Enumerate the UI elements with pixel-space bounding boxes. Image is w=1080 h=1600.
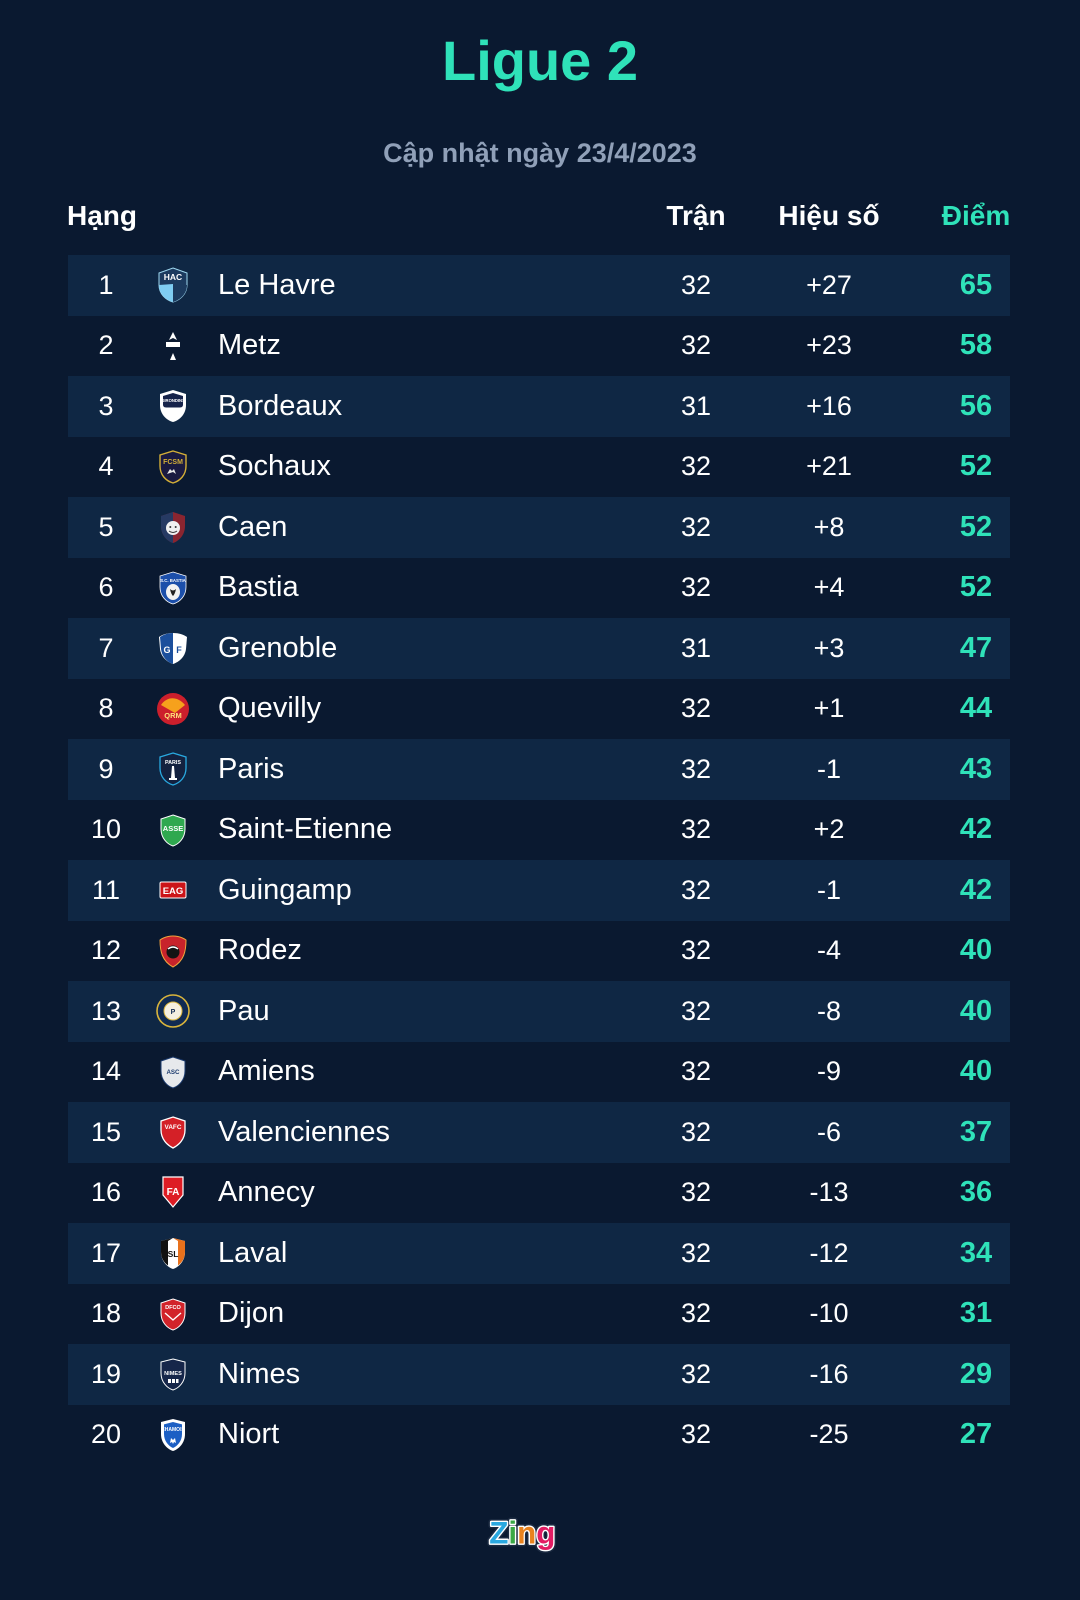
svg-text:CHAMOIS: CHAMOIS (161, 1427, 185, 1433)
svg-text:SL: SL (168, 1249, 179, 1259)
svg-text:EAG: EAG (163, 886, 184, 897)
svg-text:VAFC: VAFC (165, 1124, 182, 1131)
svg-text:PARIS: PARIS (165, 760, 181, 766)
svg-text:Z: Z (489, 1516, 508, 1551)
svg-text:G: G (163, 645, 170, 655)
svg-text:S.C. BASTIA: S.C. BASTIA (160, 578, 186, 583)
svg-text:ASSE: ASSE (163, 824, 183, 833)
svg-text:QRM: QRM (164, 711, 182, 720)
svg-text:P: P (171, 1009, 176, 1016)
svg-text:DFCO: DFCO (165, 1305, 181, 1311)
svg-text:i: i (508, 1516, 517, 1551)
svg-text:n: n (517, 1516, 536, 1551)
svg-text:F: F (176, 645, 182, 655)
svg-text:HAC: HAC (164, 272, 182, 282)
svg-text:GIRONDINS: GIRONDINS (161, 398, 185, 403)
svg-text:FCSM: FCSM (163, 459, 183, 466)
svg-text:FA: FA (167, 1187, 180, 1198)
svg-text:g: g (536, 1516, 555, 1551)
svg-text:NIMES: NIMES (164, 1371, 182, 1377)
svg-text:ASC: ASC (166, 1069, 180, 1076)
